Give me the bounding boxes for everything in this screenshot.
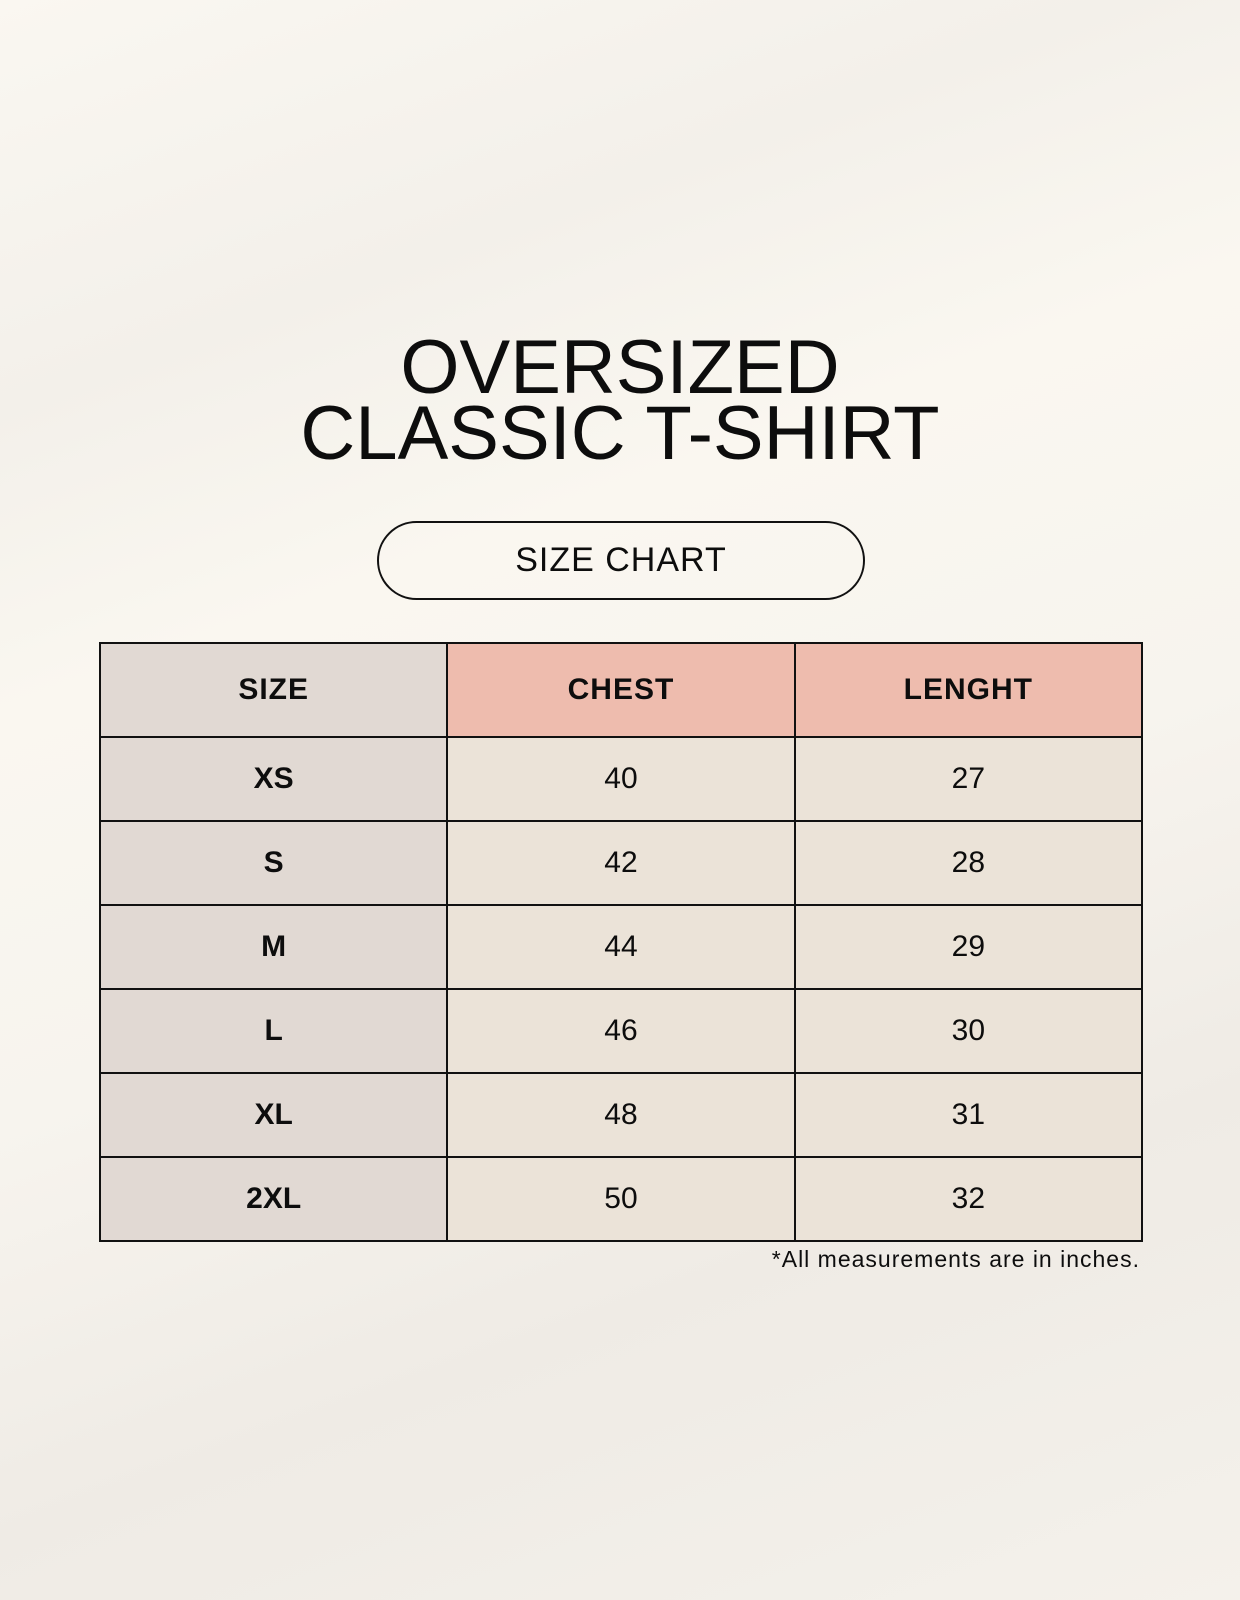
table-row: L 46 30 bbox=[98, 988, 1144, 1074]
title-line-2: CLASSIC T-SHIRT bbox=[300, 391, 940, 476]
header-chest: CHEST bbox=[446, 642, 796, 738]
cell-length: 31 bbox=[793, 1072, 1144, 1158]
cell-size: S bbox=[98, 820, 449, 906]
cell-length: 29 bbox=[793, 904, 1144, 990]
cell-chest: 44 bbox=[446, 904, 796, 990]
cell-length: 30 bbox=[793, 988, 1144, 1074]
cell-length: 32 bbox=[793, 1156, 1144, 1242]
cell-size: L bbox=[98, 988, 449, 1074]
table-row: S 42 28 bbox=[98, 820, 1144, 906]
footnote: *All measurements are in inches. bbox=[771, 1246, 1140, 1272]
title-line-1: OVERSIZED bbox=[400, 325, 840, 410]
cell-size: 2XL bbox=[98, 1156, 449, 1242]
cell-size: XL bbox=[98, 1072, 449, 1158]
cell-chest: 40 bbox=[446, 736, 796, 822]
cell-chest: 48 bbox=[446, 1072, 796, 1158]
cell-length: 27 bbox=[793, 736, 1144, 822]
cell-chest: 46 bbox=[446, 988, 796, 1074]
table-row: XS 40 27 bbox=[98, 736, 1144, 822]
cell-chest: 50 bbox=[446, 1156, 796, 1242]
size-chart-label: SIZE CHART bbox=[377, 521, 865, 600]
page-title: OVERSIZED CLASSIC T-SHIRT bbox=[0, 325, 1240, 476]
table-row: 2XL 50 32 bbox=[98, 1156, 1144, 1242]
table-row: M 44 29 bbox=[98, 904, 1144, 990]
cell-length: 28 bbox=[793, 820, 1144, 906]
header-size: SIZE bbox=[98, 642, 449, 738]
cell-size: M bbox=[98, 904, 449, 990]
header-length: LENGHT bbox=[793, 642, 1144, 738]
cell-chest: 42 bbox=[446, 820, 796, 906]
cell-size: XS bbox=[98, 736, 449, 822]
table-row: XL 48 31 bbox=[98, 1072, 1144, 1158]
table-header-row: SIZE CHEST LENGHT bbox=[98, 642, 1144, 738]
size-table: SIZE CHEST LENGHT XS 40 27 S 42 28 M 44 29 L 46 30 X… bbox=[98, 642, 1144, 1242]
